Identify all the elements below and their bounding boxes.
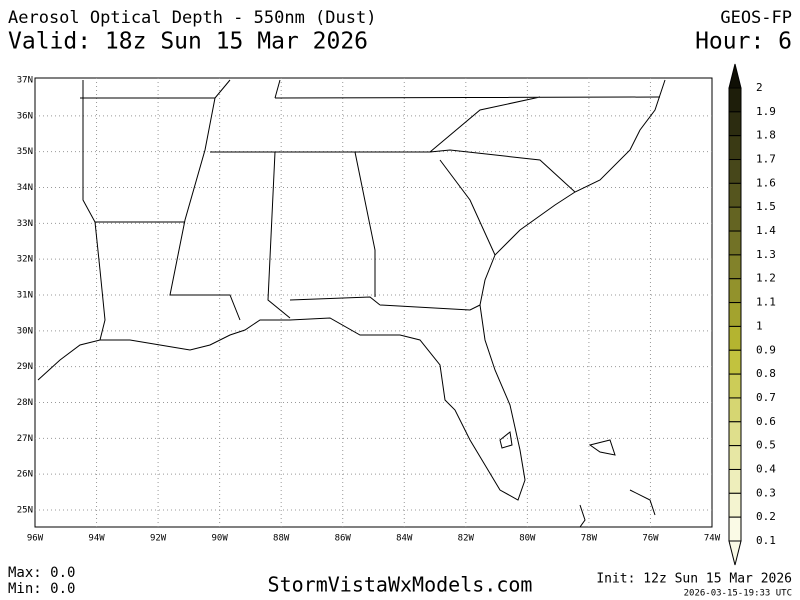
colorbar-box xyxy=(728,135,742,161)
lon-label: 92W xyxy=(150,534,167,544)
lat-label: 27N xyxy=(17,434,33,444)
colorbar-box xyxy=(728,468,742,494)
colorbar-box xyxy=(728,445,742,470)
forecast-hour: Hour: 6 xyxy=(695,29,792,55)
colorbar-box xyxy=(728,87,742,113)
colorbar-box xyxy=(728,230,742,256)
site-name: StormVistaWxModels.com xyxy=(268,573,533,597)
lon-label: 84W xyxy=(396,534,413,544)
colorbar-label: 1.6 xyxy=(756,176,776,189)
colorbar-label: 0.7 xyxy=(756,391,776,404)
lon-label: 80W xyxy=(519,534,536,544)
colorbar-label: 0.3 xyxy=(756,486,776,499)
max-value: Max: 0.0 xyxy=(8,565,75,581)
lat-label: 29N xyxy=(17,362,33,372)
colorbar-box xyxy=(728,349,742,375)
colorbar-label: 0.9 xyxy=(756,343,776,356)
colorbar-box xyxy=(728,159,742,184)
colorbar-label: 0.2 xyxy=(756,510,776,523)
colorbar-label: 1.8 xyxy=(756,129,776,142)
colorbar-box xyxy=(728,325,742,351)
lon-label: 82W xyxy=(458,534,475,544)
lat-label: 36N xyxy=(17,111,33,121)
colorbar-box xyxy=(728,182,742,208)
colorbar-label: 0.8 xyxy=(756,367,776,380)
colorbar-label: 0.6 xyxy=(756,415,776,428)
lon-label: 78W xyxy=(581,534,598,544)
colorbar-top-triangle xyxy=(728,63,742,89)
lat-label: 34N xyxy=(17,183,33,193)
colorbar-box xyxy=(728,516,742,542)
colorbar-box xyxy=(728,373,742,399)
colorbar-label: 0.5 xyxy=(756,439,776,452)
colorbar-label: 2 xyxy=(756,81,763,94)
colorbar-box xyxy=(728,397,742,423)
init-time: Init: 12z Sun 15 Mar 2026 xyxy=(596,572,792,587)
colorbar-box xyxy=(728,421,742,447)
lat-label: 33N xyxy=(17,219,33,229)
grid xyxy=(35,78,712,527)
lat-label: 25N xyxy=(17,506,33,516)
lat-label: 35N xyxy=(17,147,33,157)
colorbar: 2 1.9 1.8 1.7 1.6 1.5 1.4 1.3 1.2 1.1 1 0.9 0.8 0.7 0.… xyxy=(728,63,776,566)
colorbar-label: 0.4 xyxy=(756,462,776,475)
colorbar-label: 1.2 xyxy=(756,272,776,285)
lat-label: 26N xyxy=(17,470,33,480)
lon-label: 74W xyxy=(704,534,721,544)
lon-label: 76W xyxy=(642,534,659,544)
valid-time: Valid: 18z Sun 15 Mar 2026 xyxy=(8,29,368,55)
lon-label: 96W xyxy=(27,534,44,544)
coastline xyxy=(37,79,666,501)
lat-label: 31N xyxy=(17,291,33,301)
colorbar-box xyxy=(728,278,742,304)
colorbar-box xyxy=(728,206,742,232)
colorbar-label: 1.3 xyxy=(756,248,776,261)
min-value: Min: 0.0 xyxy=(8,581,75,597)
model-name: GEOS-FP xyxy=(720,8,792,28)
lat-label: 28N xyxy=(17,398,33,408)
colorbar-label: 0.1 xyxy=(756,534,776,547)
colorbar-label: 1.7 xyxy=(756,153,776,166)
lat-label: 37N xyxy=(17,76,33,86)
lon-label: 86W xyxy=(335,534,352,544)
colorbar-bottom-triangle xyxy=(728,540,742,566)
timestamp: 2026-03-15-19:33 UTC xyxy=(684,589,792,599)
colorbar-box xyxy=(728,492,742,518)
title: Aerosol Optical Depth - 550nm (Dust) xyxy=(8,8,376,28)
colorbar-box xyxy=(728,302,742,327)
colorbar-label: 1.5 xyxy=(756,200,776,213)
islands xyxy=(499,431,656,527)
colorbar-box xyxy=(728,254,742,280)
colorbar-box xyxy=(728,111,742,137)
colorbar-label: 1.9 xyxy=(756,105,776,118)
map-frame xyxy=(34,77,713,528)
lon-label: 94W xyxy=(88,534,105,544)
colorbar-label: 1 xyxy=(756,319,763,332)
lon-label: 88W xyxy=(273,534,290,544)
lat-label: 32N xyxy=(17,255,33,265)
lon-label: 90W xyxy=(212,534,229,544)
colorbar-label: 1.4 xyxy=(756,224,776,237)
state-borders xyxy=(80,79,661,341)
outlines xyxy=(37,79,666,527)
colorbar-label: 1.1 xyxy=(756,296,776,309)
lat-label: 30N xyxy=(17,326,33,336)
